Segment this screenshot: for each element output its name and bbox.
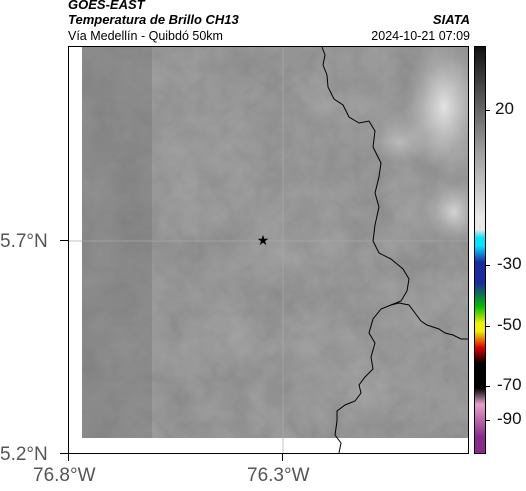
lat-label-5.7: 5.7°N — [0, 231, 48, 252]
lon-tick — [282, 454, 283, 461]
brightness-field — [82, 47, 468, 438]
lat-label-5.2: 5.2°N — [0, 444, 48, 465]
route-label: Vía Medellín - Quibdó 50km — [68, 29, 223, 43]
lon-label-76.3: 76.3°W — [247, 465, 310, 486]
colorbar-tick — [486, 326, 490, 327]
star-icon: ★ — [257, 233, 270, 249]
colorbar-label-20: 20 — [495, 99, 514, 118]
datetime-label: 2024-10-21 07:09 — [371, 29, 470, 43]
product-title: Temperatura de Brillo CH13 — [68, 12, 239, 27]
colorbar-label-minus30: -30 — [497, 254, 522, 273]
bright-cloud-e — [426, 182, 468, 242]
colorbar-tick — [486, 265, 490, 266]
lat-tick — [60, 453, 68, 454]
colorbar-label-minus90: -90 — [497, 409, 522, 428]
colorbar-tick — [486, 420, 490, 421]
colorbar-label-minus50: -50 — [497, 315, 522, 334]
colorbar-tick — [486, 110, 490, 111]
colorbar-label-minus70: -70 — [497, 375, 522, 394]
field-mottle — [82, 47, 468, 438]
org-label: SIATA — [432, 12, 470, 27]
west-dark-band — [82, 47, 152, 438]
satellite-title: GOES-EAST — [68, 0, 145, 12]
department-boundary-east — [390, 302, 468, 340]
satellite-map: ★ — [68, 46, 469, 454]
colorbar-tick — [486, 386, 490, 387]
colorbar — [474, 46, 486, 454]
lon-tick — [68, 454, 69, 461]
lat-tick — [60, 240, 68, 241]
lon-label-76.8: 76.8°W — [33, 465, 96, 486]
map-canvas: ★ — [69, 47, 468, 453]
bright-cloud-mid — [369, 120, 429, 164]
department-boundary-north — [321, 47, 410, 453]
